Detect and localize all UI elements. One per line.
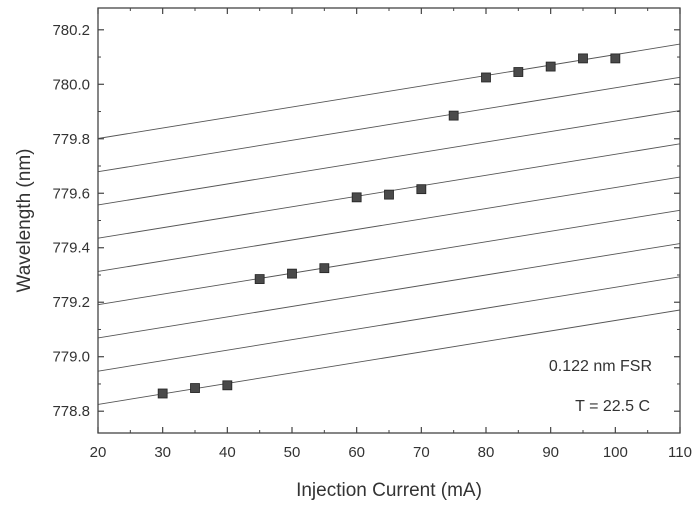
data-point <box>448 110 459 121</box>
data-point <box>157 388 168 399</box>
data-point <box>222 380 233 391</box>
x-tick-label: 60 <box>348 444 365 461</box>
y-axis-title: Wavelength (nm) <box>14 149 35 293</box>
data-point <box>287 268 297 279</box>
axis-ticks: 20 30 40 50 60 70 80 90 100 110 778.8 779.0 779.2 779… <box>52 8 692 461</box>
mode-line <box>98 209 680 306</box>
data-point <box>384 189 394 200</box>
data-point <box>545 61 556 72</box>
annotation-temperature: T = 22.5 C <box>575 398 650 415</box>
mode-line <box>98 110 680 206</box>
data-point <box>254 274 265 284</box>
x-tick-label: 100 <box>603 444 628 461</box>
x-tick-label: 90 <box>542 444 559 461</box>
y-tick-label: 780.0 <box>52 76 90 93</box>
data-point <box>578 53 588 64</box>
data-point <box>351 192 362 203</box>
mode-line <box>98 176 680 272</box>
y-tick-label: 779.2 <box>52 294 90 311</box>
x-tick-label: 40 <box>219 444 236 461</box>
data-point <box>416 184 427 195</box>
mode-line <box>98 243 680 339</box>
y-tick-label: 780.2 <box>52 22 90 39</box>
x-tick-label: 70 <box>413 444 430 461</box>
y-tick-label: 779.0 <box>52 349 90 366</box>
x-tick-label: 110 <box>668 444 692 461</box>
data-markers <box>157 53 621 399</box>
x-tick-label: 20 <box>90 444 107 461</box>
data-point <box>319 263 330 274</box>
annotation-fsr: 0.122 nm FSR <box>549 358 652 375</box>
data-point <box>190 383 200 393</box>
x-tick-label: 80 <box>478 444 495 461</box>
mode-line <box>98 76 680 173</box>
mode-lines <box>98 43 680 405</box>
y-tick-label: 778.8 <box>52 403 90 420</box>
mode-line <box>98 276 680 372</box>
x-tick-label: 30 <box>154 444 171 461</box>
data-point <box>513 67 524 77</box>
y-tick-label: 779.8 <box>52 131 90 148</box>
data-point <box>610 53 621 64</box>
x-tick-label: 50 <box>284 444 301 461</box>
y-tick-label: 779.4 <box>52 240 90 257</box>
x-axis-title: Injection Current (mA) <box>296 480 482 501</box>
data-point <box>481 72 491 83</box>
y-tick-label: 779.6 <box>52 185 90 202</box>
